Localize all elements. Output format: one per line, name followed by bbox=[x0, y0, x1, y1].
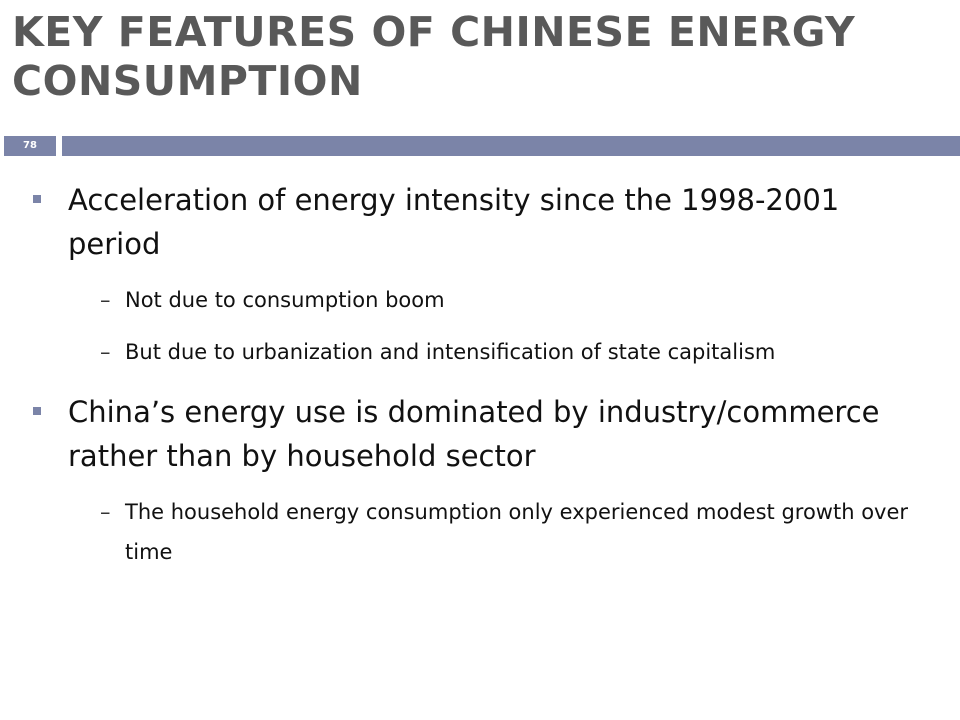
bullet-item: Acceleration of energy intensity since t… bbox=[0, 178, 960, 266]
bullet-text: Acceleration of energy intensity since t… bbox=[68, 183, 840, 261]
page-number: 78 bbox=[4, 136, 56, 156]
square-bullet-icon bbox=[33, 407, 41, 415]
dash-bullet-icon: – bbox=[100, 340, 111, 364]
sub-bullet-item: – But due to urbanization and intensific… bbox=[0, 332, 960, 372]
sub-bullet-text: Not due to consumption boom bbox=[125, 288, 445, 312]
sub-bullet-item: – The household energy consumption only … bbox=[0, 492, 960, 572]
bullet-text: China’s energy use is dominated by indus… bbox=[68, 395, 880, 473]
sub-bullet-text: But due to urbanization and intensificat… bbox=[125, 340, 776, 364]
sub-bullet-text: The household energy consumption only ex… bbox=[125, 500, 909, 564]
dash-bullet-icon: – bbox=[100, 500, 111, 524]
title-divider-bar bbox=[62, 136, 960, 156]
slide-title: KEY FEATURES OF CHINESE ENERGY CONSUMPTI… bbox=[12, 8, 856, 105]
dash-bullet-icon: – bbox=[100, 288, 111, 312]
bullet-item: China’s energy use is dominated by indus… bbox=[0, 390, 960, 478]
square-bullet-icon bbox=[33, 195, 41, 203]
slide-body: Acceleration of energy intensity since t… bbox=[0, 178, 960, 584]
sub-bullet-item: – Not due to consumption boom bbox=[0, 280, 960, 320]
